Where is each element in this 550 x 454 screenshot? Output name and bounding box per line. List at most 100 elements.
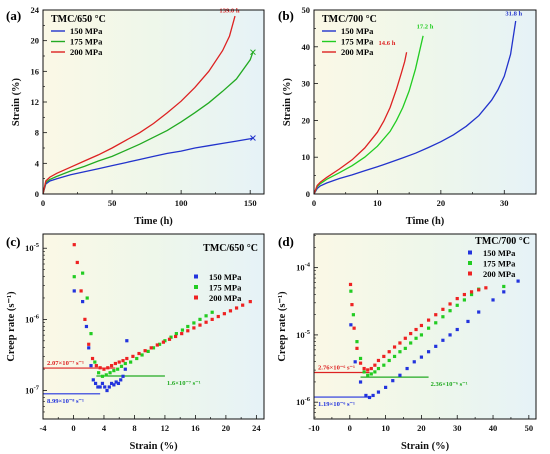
- data-point: [106, 366, 110, 370]
- x-tick-label: 20: [222, 423, 231, 433]
- data-point: [414, 327, 418, 332]
- series-175-mpa: [349, 284, 506, 377]
- data-point: [502, 290, 506, 294]
- series-200-mpa: [348, 282, 488, 372]
- data-point: [409, 331, 413, 336]
- series-200-mpa: [313, 52, 408, 195]
- data-point: [352, 326, 356, 330]
- y-tick-label: 30: [302, 79, 311, 89]
- data-point: [79, 289, 83, 293]
- y-tick-label: 50: [302, 5, 311, 15]
- series-175-mpa: [313, 35, 424, 195]
- data-point: [392, 345, 397, 349]
- data-point: [97, 371, 101, 375]
- plot-frame: [313, 233, 537, 420]
- data-point: [441, 338, 445, 342]
- y-tick-label: 24: [31, 5, 40, 15]
- data-point: [448, 302, 452, 306]
- data-point: [93, 381, 98, 386]
- data-point: [462, 298, 466, 302]
- data-point: [412, 360, 416, 364]
- data-point: [462, 292, 466, 297]
- end-marker: [250, 49, 256, 56]
- data-point: [350, 303, 354, 307]
- data-point: [366, 373, 370, 377]
- data-point: [502, 284, 506, 289]
- data-point: [198, 323, 202, 327]
- data-point: [151, 346, 156, 350]
- legend-label: 200 MPa: [209, 293, 242, 303]
- x-tick-label: -10: [308, 423, 319, 433]
- data-point: [353, 360, 357, 364]
- y-tick-label: 10-6: [296, 396, 311, 407]
- data-point: [119, 378, 123, 382]
- y-tick-label: 16: [31, 66, 40, 76]
- plot-frame: [42, 233, 265, 420]
- y-tick-label: 0: [35, 189, 39, 199]
- data-point: [72, 243, 76, 247]
- series-150-mpa: [349, 279, 520, 400]
- data-point: [398, 350, 402, 354]
- data-point: [373, 363, 377, 367]
- data-point: [392, 354, 397, 359]
- data-point: [419, 355, 424, 359]
- series-150-mpa: [72, 289, 129, 393]
- y-tick-label: 0: [306, 189, 310, 199]
- data-point: [96, 385, 100, 389]
- series-line: [42, 137, 254, 195]
- y-tick-label: 8: [35, 128, 39, 138]
- plot-frame: [42, 9, 265, 195]
- plot-frame: [313, 9, 537, 195]
- legend-label: 150 MPa: [70, 26, 103, 36]
- data-point: [403, 336, 407, 340]
- data-point: [228, 309, 233, 313]
- legend-label: 175 MPa: [483, 259, 516, 269]
- reference-line-label: 2.76×10⁻⁶ s⁻¹: [318, 365, 355, 372]
- data-point: [387, 350, 391, 354]
- data-point: [107, 385, 111, 389]
- series-175-mpa: [42, 49, 256, 195]
- x-tick-label: 16: [191, 423, 200, 433]
- data-point: [376, 390, 381, 394]
- data-point: [349, 289, 353, 293]
- legend-swatch: [194, 295, 198, 300]
- x-tick-label: 20: [417, 423, 426, 433]
- series-150-mpa: [42, 135, 256, 195]
- data-point: [398, 373, 402, 377]
- data-point: [149, 346, 153, 350]
- data-point: [123, 367, 127, 371]
- data-point: [119, 364, 124, 368]
- data-point: [434, 321, 438, 325]
- legend-swatch: [194, 285, 198, 289]
- legend-label: 150 MPa: [209, 272, 242, 282]
- data-point: [186, 324, 190, 329]
- data-point: [355, 346, 359, 350]
- reference-line-label: 2.07×10⁻⁷ s⁻¹: [47, 360, 84, 367]
- x-tick-label: 24: [252, 423, 261, 433]
- x-tick-label: 50: [108, 198, 117, 208]
- data-point: [362, 366, 366, 371]
- panel-3: (c) Strain (%) Creep rate (s⁻¹) -4 0 4 8 12 16 20…: [6, 233, 265, 452]
- data-point: [448, 309, 452, 313]
- y-tick-label: 12: [31, 97, 40, 107]
- data-point: [441, 307, 445, 311]
- data-point: [391, 379, 395, 383]
- legend-swatch: [468, 271, 472, 276]
- data-point: [248, 299, 252, 304]
- data-point: [180, 328, 185, 332]
- data-point: [466, 319, 470, 324]
- legend-label: 200 MPa: [341, 47, 374, 57]
- y-axis-label: Strain (%): [11, 77, 22, 126]
- data-point: [91, 378, 95, 382]
- data-point: [398, 341, 402, 345]
- legend-label: 150 MPa: [341, 26, 374, 36]
- series-150-mpa: [313, 20, 517, 195]
- plot-background: [43, 234, 264, 419]
- data-point: [121, 359, 125, 363]
- data-point: [93, 360, 97, 364]
- data-point: [104, 373, 108, 377]
- panel-title: TMC/700 °C: [322, 14, 377, 25]
- data-point: [234, 306, 239, 310]
- data-point: [384, 385, 388, 389]
- data-point: [355, 340, 359, 344]
